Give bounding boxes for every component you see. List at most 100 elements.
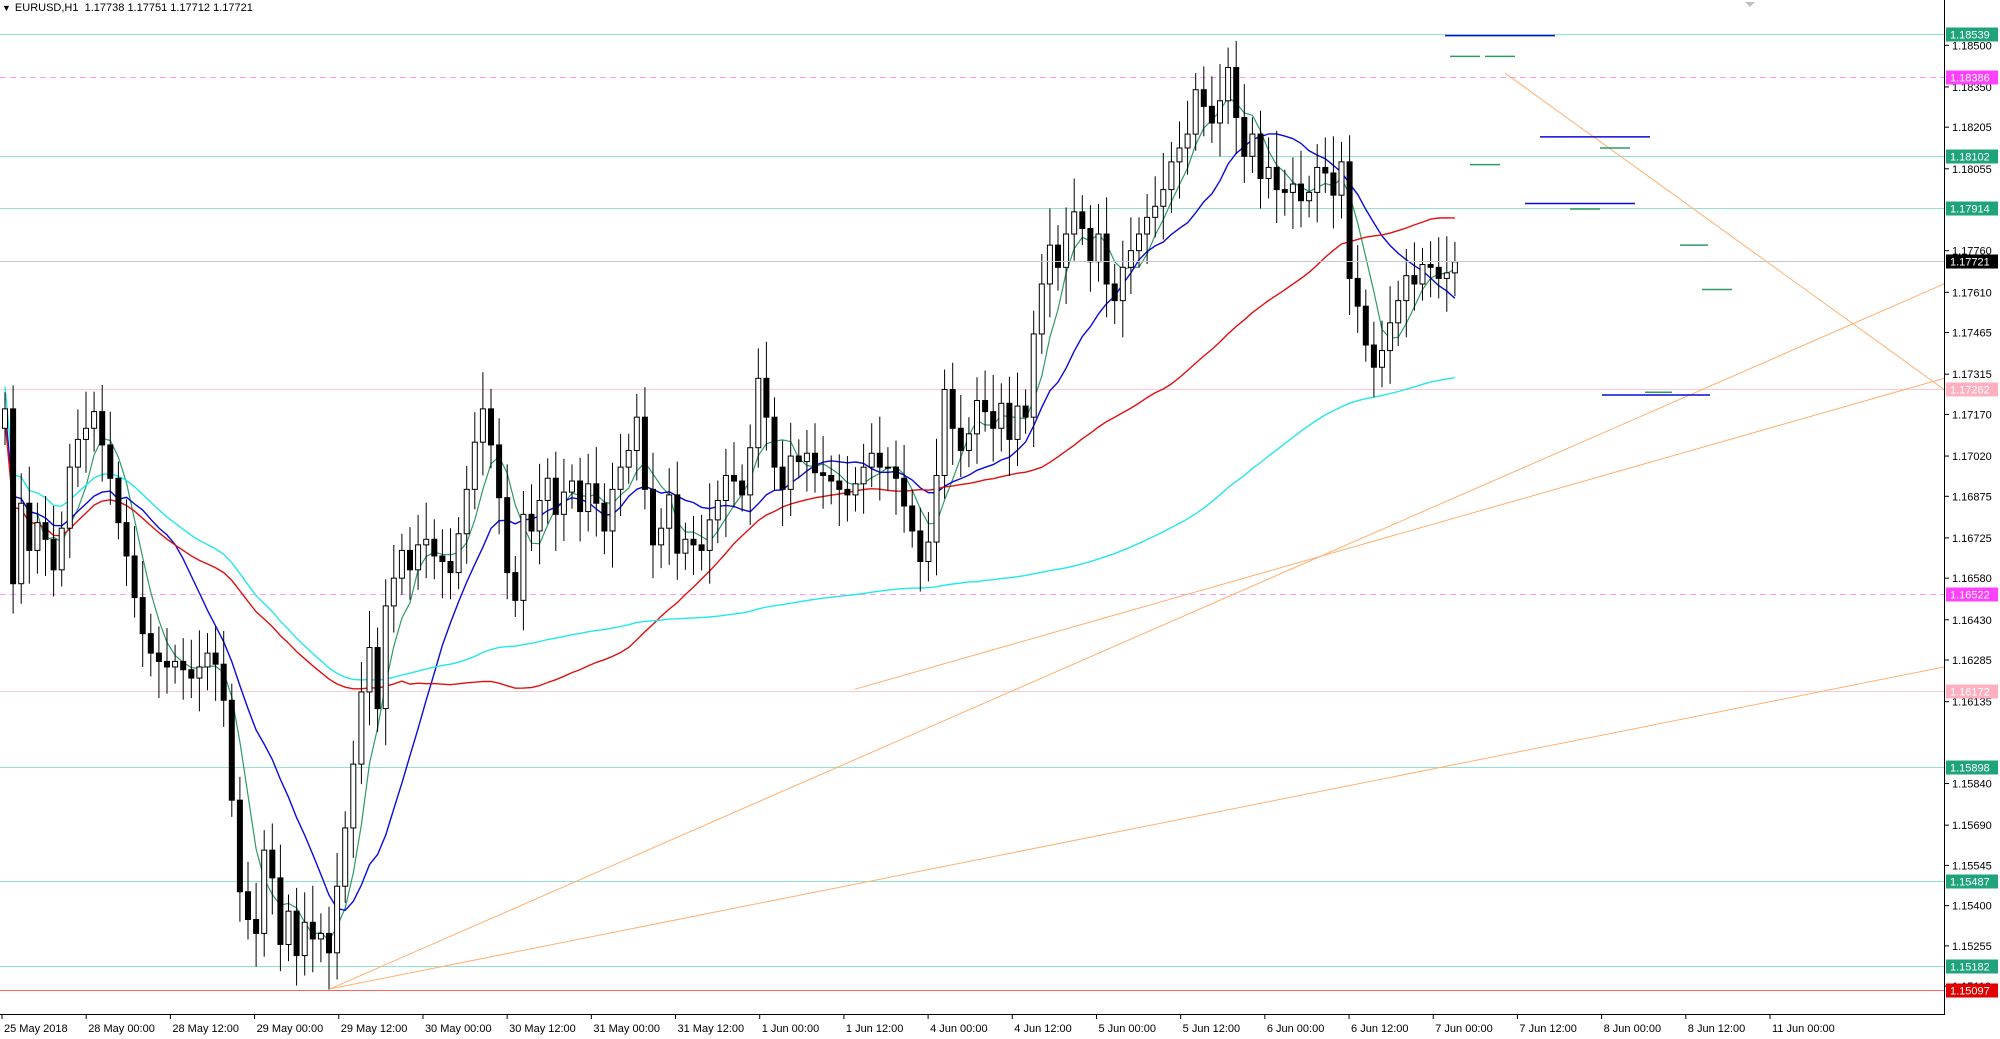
level-tag (1946, 684, 1998, 699)
bull-candle (1046, 244, 1053, 285)
bull-candle (261, 849, 268, 934)
price-label: 1.16285 (1952, 655, 1992, 667)
bear-candle (131, 555, 138, 599)
bull-candle (285, 910, 292, 945)
bull-candle (334, 885, 341, 954)
bear-candle (1233, 67, 1240, 118)
bull-candle (714, 499, 721, 521)
bear-candle (820, 472, 827, 476)
bull-candle (666, 494, 673, 529)
bull-candle (585, 483, 592, 513)
bull-candle (366, 647, 373, 693)
bear-candle (107, 444, 114, 479)
bear-candle (147, 633, 154, 654)
time-label: 4 Jun 12:00 (1014, 1023, 1071, 1035)
price-label: 1.17610 (1952, 287, 1992, 299)
bull-candle (1184, 133, 1191, 149)
level-tag (1946, 70, 1998, 85)
bull-candle (1071, 211, 1078, 235)
level-tag-text: 1.15487 (1950, 877, 1990, 889)
bull-candle (609, 488, 616, 532)
level-tag-text: 1.16522 (1950, 590, 1990, 602)
bull-candle (1063, 233, 1070, 268)
bear-candle (447, 561, 454, 574)
bear-candle (512, 572, 519, 601)
bear-candle (164, 660, 170, 668)
bull-candle (2, 408, 8, 429)
bull-candle (390, 577, 397, 607)
bear-candle (488, 408, 494, 446)
bear-candle (188, 669, 195, 679)
bear-candle (1330, 172, 1337, 196)
time-label: 28 May 00:00 (88, 1023, 155, 1035)
level-tag (1946, 760, 1998, 775)
bull-candle (1289, 183, 1296, 193)
bear-candle (876, 452, 883, 468)
bull-candle (1443, 272, 1450, 279)
bear-candle (990, 411, 997, 429)
scroll-arrow-icon[interactable] (1745, 2, 1755, 7)
bull-candle (1249, 133, 1256, 157)
bear-candle (1273, 166, 1280, 191)
time-label: 1 Jun 00:00 (762, 1023, 820, 1035)
bear-candle (277, 877, 284, 945)
bear-candle (893, 466, 899, 479)
bear-candle (245, 891, 251, 921)
triangle-down-icon[interactable]: ▼ (2, 3, 11, 13)
bear-candle (601, 502, 608, 532)
bear-candle (1411, 275, 1418, 285)
bear-candle (1087, 227, 1094, 263)
time-label: 31 May 00:00 (593, 1023, 660, 1035)
level-tag (1946, 382, 1998, 397)
price-label: 1.16430 (1952, 615, 1992, 627)
level-tag-text: 1.18102 (1950, 152, 1990, 164)
bull-candle (1395, 300, 1402, 324)
level-tag (1946, 959, 1998, 974)
price-axis-panel (1945, 0, 2000, 1014)
bull-candle (382, 605, 389, 710)
time-axis: 25 May 2018 28 May 00:00 28 May 12:00 29 Ma… (1, 1014, 1835, 1035)
bear-candle (1006, 402, 1013, 440)
bull-candle (884, 466, 891, 469)
time-label: 11 Jun 00:00 (1772, 1023, 1835, 1035)
bear-candle (909, 505, 916, 532)
horizontal-levels (0, 34, 1944, 991)
bear-candle (771, 416, 778, 468)
level-tag (1946, 587, 1998, 602)
level-tag-text: 1.17262 (1950, 385, 1990, 397)
bull-candle (536, 499, 543, 532)
bear-candle (1370, 344, 1377, 368)
price-label: 1.15400 (1952, 901, 1992, 913)
bull-candle (860, 466, 867, 485)
current-price-text: 1.17721 (1950, 256, 1990, 268)
bear-candle (949, 388, 956, 429)
trendline-1 (329, 283, 1945, 990)
bear-candle (1241, 116, 1248, 157)
ma-long-line (4, 377, 1456, 682)
bull-candle (1095, 233, 1102, 263)
bear-candle (1354, 277, 1361, 307)
bull-candle (852, 483, 859, 496)
bull-candle (83, 427, 89, 440)
bear-candle (228, 699, 235, 801)
bull-candle (1038, 283, 1045, 335)
bear-candle (1103, 233, 1110, 285)
bull-candle (18, 502, 25, 585)
bear-candle (844, 488, 851, 496)
bull-candle (1119, 266, 1126, 302)
bull-candle (868, 452, 875, 468)
time-label: 25 May 2018 (4, 1023, 68, 1035)
bear-candle (50, 538, 57, 571)
level-tag-text: 1.16172 (1950, 687, 1990, 699)
price-label: 1.17465 (1952, 328, 1992, 340)
price-label: 1.18055 (1952, 164, 1992, 176)
bull-candle (1225, 67, 1232, 102)
bear-candle (698, 544, 705, 551)
time-label: 31 May 12:00 (678, 1023, 745, 1035)
price-label: 1.17020 (1952, 451, 1992, 463)
bear-candle (99, 411, 106, 446)
bear-candle (957, 427, 964, 451)
bull-candle (423, 538, 430, 546)
